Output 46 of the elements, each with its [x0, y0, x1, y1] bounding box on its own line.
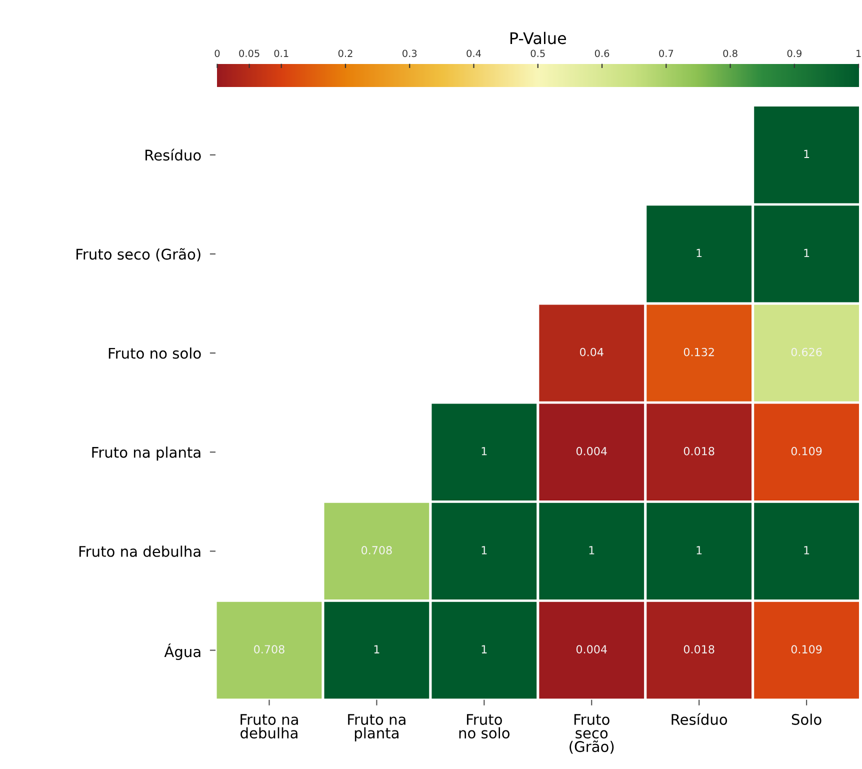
- y-tick-label: Fruto no solo: [108, 347, 201, 359]
- color-bar-label: 0.2: [338, 50, 352, 58]
- data-label: 1: [374, 645, 380, 654]
- y-tick-label: Fruto na debulha: [79, 546, 200, 557]
- color-bar-label: 0.3: [402, 50, 417, 58]
- color-bar-label: 0.5: [530, 50, 545, 58]
- data-label: 0.109: [791, 645, 822, 654]
- data-label: 0.626: [791, 348, 822, 356]
- color-bar-label: 0.6: [594, 50, 610, 58]
- color-bar-title: P-Value: [510, 32, 566, 44]
- y-tick-label: Água: [164, 644, 200, 660]
- data-label: 1: [696, 546, 702, 554]
- data-label: 1: [482, 546, 487, 554]
- data-label: 1: [696, 248, 702, 258]
- data-label: 1: [482, 645, 487, 654]
- color-bar-label: 0.1: [274, 50, 288, 58]
- data-label: 1: [804, 248, 810, 258]
- color-bar-label: 0.05: [239, 50, 260, 58]
- data-label: 0.708: [362, 546, 392, 554]
- color-bar-label: 0.9: [787, 50, 802, 58]
- data-label: 1: [804, 546, 810, 554]
- data-label: 0.708: [254, 645, 284, 654]
- x-tick-label: Fruto seco (Grão): [570, 714, 614, 754]
- data-label: 0.109: [791, 446, 822, 456]
- x-tick-label: Solo: [792, 714, 822, 725]
- data-label: 0.004: [576, 645, 607, 654]
- data-label: 0.004: [576, 446, 607, 456]
- color-bar-label: 0: [214, 50, 220, 58]
- data-label: 0.132: [684, 348, 714, 356]
- x-tick-label: Fruto na debulha: [240, 714, 298, 739]
- x-tick-label: Fruto no solo: [459, 714, 510, 739]
- data-label: 1: [804, 150, 810, 158]
- y-tick-label: Fruto seco (Grão): [76, 248, 200, 262]
- y-tick-label: Resíduo: [146, 148, 201, 161]
- color-bar-label: 1: [856, 50, 861, 57]
- y-tick-label: Fruto na planta: [92, 446, 200, 461]
- x-tick-label: Fruto na planta: [348, 714, 406, 742]
- color-bar-label: 0.7: [659, 50, 674, 58]
- data-label: 1: [589, 546, 594, 554]
- color-bar-label: 0.4: [466, 50, 481, 58]
- data-label: 0.018: [684, 645, 714, 654]
- data-label: 0.018: [684, 446, 714, 456]
- data-label: 1: [482, 447, 487, 456]
- x-tick-label: Resíduo: [672, 713, 728, 725]
- data-label: 0.04: [580, 348, 604, 356]
- color-bar-label: 0.8: [723, 50, 738, 58]
